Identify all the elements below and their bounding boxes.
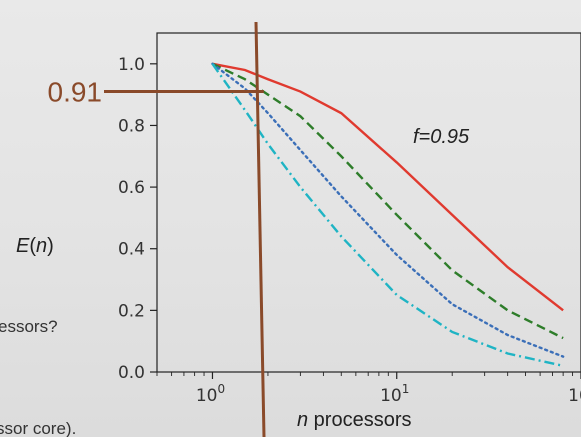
marker-vertical-line [254,21,266,437]
series-lines [211,62,565,368]
plot-area [156,32,581,373]
y-tick-label: 0.6 [118,178,145,198]
annotation-f: f=0.95 [413,126,470,148]
y-tick-label: 0.8 [118,116,145,136]
series-line-solid [212,62,564,312]
y-tick-label: 0.0 [118,363,145,383]
y-axis-label-close-paren: ) [47,235,54,257]
marker-value-label: 0.91 [48,77,103,108]
x-axis-label-rest: processors [308,409,411,431]
x-tick-label: 10 [568,386,581,406]
y-axis-label-open-paren: ( [29,235,36,257]
y-axis-label: E(n) [16,235,54,257]
slide-text-fragment-2: ssor core). [0,419,76,437]
slide-text-fragment-1: essors? [0,317,58,336]
y-tick-label: 0.2 [118,301,145,321]
x-tick-label: 100 [196,382,225,406]
y-axis-label-n: n [36,235,47,257]
y-axis-label-e: E [16,235,30,257]
y-axis-ticks: 0.0 0.2 0.4 0.6 0.8 1.0 [118,55,157,383]
x-axis-ticks: 100 101 10 [156,372,581,406]
y-tick-label: 1.0 [118,55,145,75]
series-line-dotted [211,62,565,358]
x-axis-label-n: n [297,409,308,431]
marker-overlay: 0.91 [48,21,266,437]
x-axis-label: n processors [297,409,412,431]
y-tick-label: 0.4 [118,240,145,260]
series-line-dashdot [211,63,564,368]
series-line-dashed [211,62,564,340]
x-tick-label: 101 [380,382,409,406]
